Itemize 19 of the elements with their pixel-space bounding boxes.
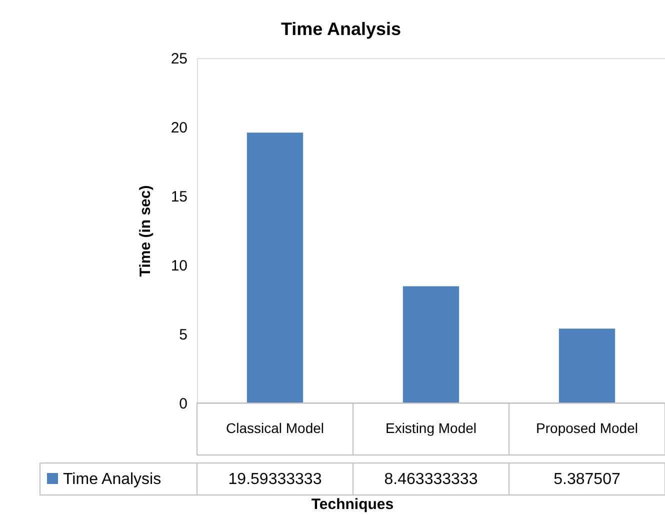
x-tick-label: Existing Model <box>385 420 477 436</box>
bar <box>558 328 616 403</box>
y-tick-label: 10 <box>170 258 188 274</box>
bar <box>246 132 304 403</box>
y-tick-label: 20 <box>170 120 188 136</box>
y-tick-label: 25 <box>170 50 188 68</box>
legend-label: Time Analysis <box>63 471 162 488</box>
y-tick-label: 5 <box>179 326 188 344</box>
x-tick-label: Classical Model <box>226 420 324 436</box>
data-label: 5.387507 <box>554 471 620 488</box>
y-tick-label: 0 <box>179 396 188 412</box>
x-tick-label: Proposed Model <box>536 420 638 436</box>
chart-title: Time Analysis <box>280 19 402 39</box>
x-axis-title: Techniques <box>311 496 394 513</box>
y-axis-title: Time (in sec) <box>136 185 154 277</box>
bar <box>402 286 460 403</box>
data-label: 19.59333333 <box>228 471 322 488</box>
y-tick-label: 15 <box>170 188 188 206</box>
data-label: 8.463333333 <box>384 471 478 488</box>
